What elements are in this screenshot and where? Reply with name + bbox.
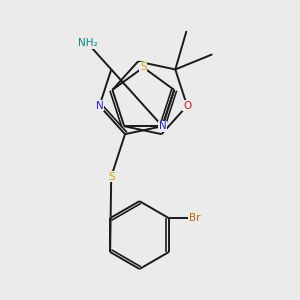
Text: O: O <box>183 101 191 111</box>
Text: S: S <box>108 172 115 182</box>
Text: Br: Br <box>189 213 200 223</box>
Text: S: S <box>140 62 147 72</box>
Text: NH₂: NH₂ <box>78 38 98 48</box>
Text: N: N <box>158 121 166 131</box>
Text: N: N <box>96 101 103 111</box>
